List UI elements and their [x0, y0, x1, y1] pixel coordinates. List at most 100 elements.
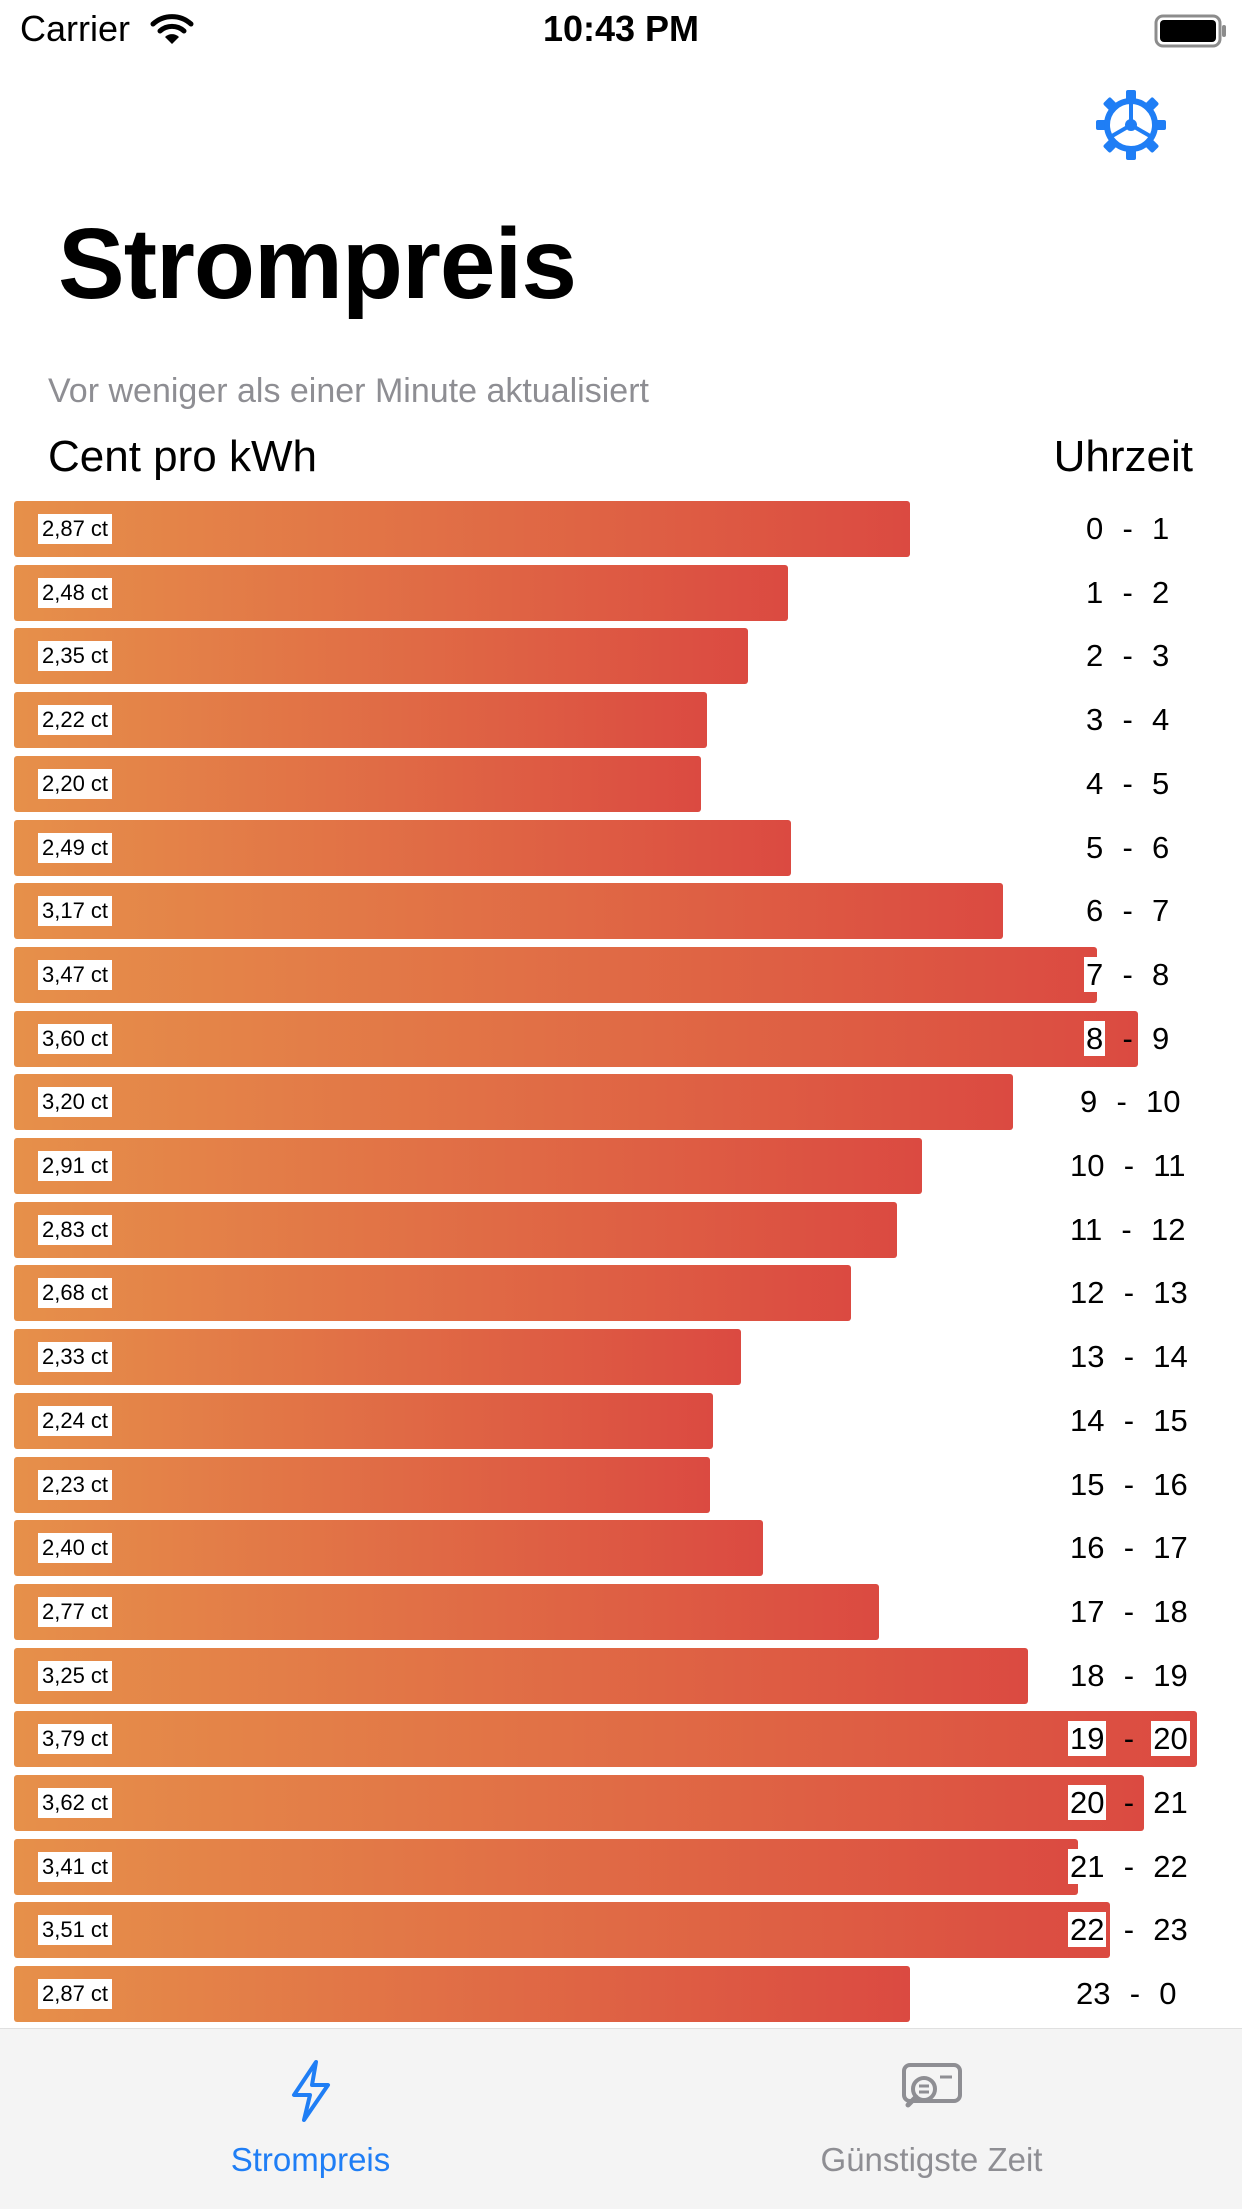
price-row: 3,17 ct 6 - 7 — [0, 880, 1242, 940]
price-bar — [14, 1711, 1197, 1768]
settings-button[interactable] — [1094, 88, 1168, 167]
hour-to: 1 — [1150, 511, 1172, 546]
hour-to: 5 — [1150, 765, 1172, 801]
hour-from: 10 — [1068, 1148, 1107, 1183]
price-bar — [14, 755, 701, 812]
price-bar — [14, 628, 748, 685]
hour-to: 10 — [1144, 1084, 1183, 1120]
price-value-label: 2,40 ct — [38, 1533, 113, 1564]
price-bar — [14, 564, 788, 621]
hour-range-label: 2 - 3 — [1084, 638, 1172, 674]
hour-range-label: 18 - 19 — [1068, 1657, 1190, 1693]
chat-search-icon — [621, 2059, 1242, 2124]
hour-from: 22 — [1068, 1912, 1107, 1948]
price-value-label: 2,77 ct — [38, 1596, 113, 1627]
hour-to: 6 — [1150, 829, 1172, 865]
price-bar — [14, 946, 1097, 1003]
price-row: 2,77 ct 17 - 18 — [0, 1581, 1242, 1641]
tab-label: Strompreis — [230, 2141, 391, 2178]
hour-range-label: 4 - 5 — [1084, 765, 1172, 801]
hour-range-label: 6 - 7 — [1084, 893, 1172, 929]
hour-range-label: 23 - 0 — [1074, 1976, 1179, 2012]
hour-range-label: 0 - 1 — [1084, 511, 1172, 546]
hour-to: 18 — [1151, 1593, 1190, 1629]
price-value-label: 3,60 ct — [38, 1023, 113, 1054]
price-row: 2,68 ct 12 - 13 — [0, 1262, 1242, 1322]
price-row: 3,41 ct 21 - 22 — [0, 1836, 1242, 1896]
price-bar — [14, 883, 1003, 940]
hour-from: 20 — [1068, 1785, 1107, 1820]
hour-to: 16 — [1151, 1466, 1190, 1502]
price-value-label: 2,22 ct — [38, 705, 113, 736]
tab-guenstigste-zeit[interactable]: Günstigste Zeit — [621, 2029, 1242, 2209]
hour-from: 23 — [1074, 1976, 1113, 2012]
hour-from: 19 — [1068, 1721, 1107, 1757]
hour-to: 2 — [1150, 574, 1172, 610]
price-bar — [14, 1392, 713, 1449]
hour-from: 18 — [1068, 1657, 1107, 1693]
hour-to: 23 — [1151, 1912, 1190, 1948]
hour-to: 15 — [1151, 1402, 1190, 1438]
hour-to: 19 — [1151, 1657, 1190, 1693]
hour-from: 1 — [1084, 574, 1106, 610]
hour-to: 17 — [1151, 1530, 1190, 1566]
price-row: 3,47 ct 7 - 8 — [0, 944, 1242, 1004]
price-row: 2,22 ct 3 - 4 — [0, 689, 1242, 749]
hour-range-label: 7 - 8 — [1084, 956, 1172, 992]
price-value-label: 2,23 ct — [38, 1469, 113, 1500]
price-value-label: 2,33 ct — [38, 1342, 113, 1373]
page-title: Strompreis — [58, 208, 577, 320]
tab-label: Günstigste Zeit — [820, 2141, 1043, 2178]
hour-from: 17 — [1068, 1593, 1107, 1629]
price-bar — [14, 1902, 1110, 1959]
price-column-header: Cent pro kWh — [48, 432, 317, 481]
tab-strompreis[interactable]: Strompreis — [0, 2029, 621, 2209]
hour-from: 2 — [1084, 638, 1106, 674]
hour-range-label: 19 - 20 — [1068, 1721, 1190, 1757]
hour-to: 20 — [1151, 1721, 1190, 1757]
time-column-header: Uhrzeit — [1053, 432, 1193, 481]
price-bar — [14, 1074, 1013, 1131]
wifi-icon — [150, 12, 194, 51]
price-row: 3,60 ct 8 - 9 — [0, 1008, 1242, 1068]
price-row: 2,23 ct 15 - 16 — [0, 1454, 1242, 1514]
hour-from: 12 — [1068, 1275, 1107, 1311]
price-row: 2,48 ct 1 - 2 — [0, 562, 1242, 622]
price-value-label: 3,51 ct — [38, 1915, 113, 1946]
price-row: 2,83 ct 11 - 12 — [0, 1199, 1242, 1259]
last-updated-text: Vor weniger als einer Minute aktualisier… — [48, 372, 649, 410]
status-time: 10:43 PM — [542, 8, 700, 49]
price-row: 3,51 ct 22 - 23 — [0, 1899, 1242, 1959]
price-value-label: 2,87 ct — [38, 1979, 113, 2010]
price-value-label: 2,68 ct — [38, 1278, 113, 1309]
hour-from: 11 — [1068, 1211, 1105, 1247]
price-bar — [14, 1265, 851, 1322]
price-bar — [14, 1201, 897, 1258]
hour-range-label: 11 - 12 — [1068, 1211, 1188, 1247]
price-row: 2,24 ct 14 - 15 — [0, 1390, 1242, 1450]
hour-from: 7 — [1084, 956, 1106, 992]
hour-to: 14 — [1151, 1339, 1190, 1375]
price-value-label: 2,87 ct — [38, 514, 113, 544]
price-value-label: 2,20 ct — [38, 768, 113, 799]
price-bar — [14, 692, 707, 749]
price-bar — [14, 1966, 910, 2023]
hour-from: 4 — [1084, 765, 1106, 801]
hour-to: 12 — [1148, 1211, 1188, 1247]
price-row: 2,87 ct 0 - 1 — [0, 498, 1242, 558]
price-value-label: 2,24 ct — [38, 1405, 113, 1436]
price-value-label: 3,25 ct — [38, 1660, 113, 1691]
hour-to: 3 — [1150, 638, 1172, 674]
tab-bar: Strompreis Günstigste Zeit — [0, 2028, 1242, 2209]
price-value-label: 2,35 ct — [38, 641, 113, 672]
hour-range-label: 14 - 15 — [1068, 1402, 1190, 1438]
hour-to: 13 — [1151, 1275, 1190, 1311]
hour-from: 13 — [1068, 1339, 1107, 1375]
battery-icon — [1154, 14, 1228, 53]
hour-range-label: 13 - 14 — [1068, 1339, 1190, 1375]
price-value-label: 3,47 ct — [38, 959, 113, 990]
hour-to: 7 — [1150, 893, 1172, 929]
price-row: 2,40 ct 16 - 17 — [0, 1517, 1242, 1577]
price-row: 3,20 ct 9 - 10 — [0, 1071, 1242, 1131]
price-value-label: 3,20 ct — [38, 1087, 113, 1118]
